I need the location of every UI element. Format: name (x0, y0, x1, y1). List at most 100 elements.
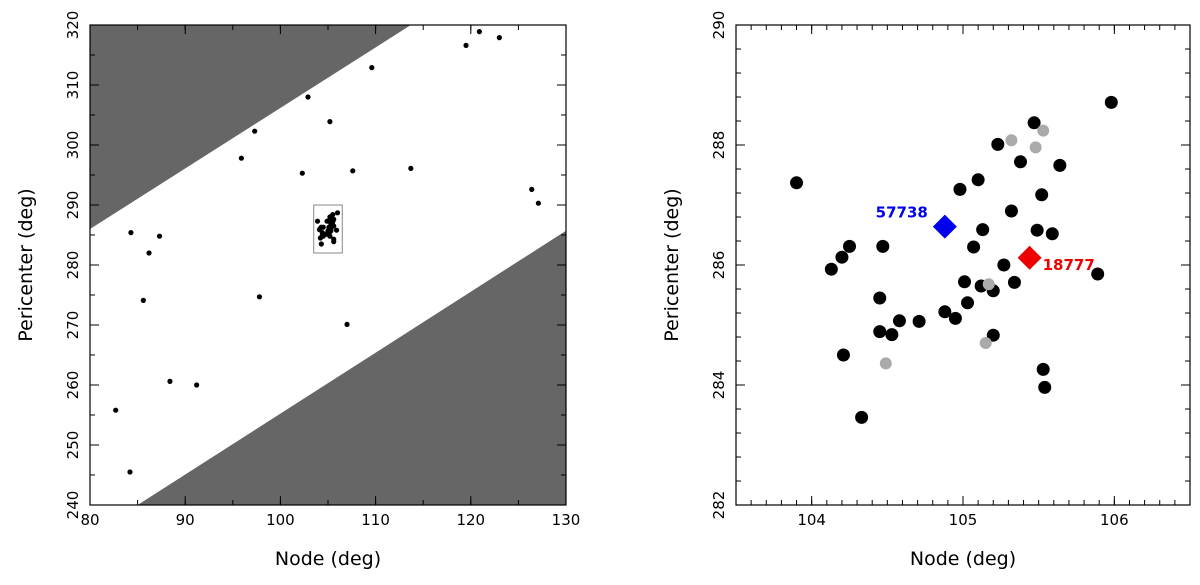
y-tick-label: 290 (64, 191, 82, 220)
data-point (317, 235, 323, 241)
y-tick-label: 300 (64, 131, 82, 160)
data-point (873, 325, 887, 339)
data-point (1037, 124, 1050, 137)
data-point (1091, 267, 1105, 281)
data-point (885, 328, 899, 342)
data-point (1053, 158, 1067, 172)
annotation-label-57738: 57738 (876, 204, 928, 222)
y-tick-label: 270 (64, 311, 82, 340)
data-point (958, 275, 972, 289)
plot-area (736, 25, 1190, 505)
data-point (318, 241, 324, 247)
data-point (327, 233, 333, 239)
x-tick-label: 80 (80, 511, 99, 529)
data-point (835, 250, 849, 264)
y-tick-label: 250 (64, 431, 82, 460)
data-point (982, 278, 995, 291)
x-axis-title: Node (deg) (275, 548, 381, 570)
data-point (535, 200, 541, 206)
data-point (876, 239, 890, 253)
data-point (843, 239, 856, 253)
data-point (305, 94, 311, 100)
data-point (331, 239, 337, 245)
data-point (463, 42, 469, 49)
data-point (333, 227, 340, 233)
y-tick-label: 320 (64, 11, 82, 40)
data-point (194, 382, 200, 388)
data-point (1036, 362, 1050, 376)
y-tick-label: 286 (710, 251, 728, 280)
data-point (320, 224, 326, 230)
highlight-diamond-18777 (1017, 245, 1042, 270)
y-tick-label: 290 (710, 11, 728, 40)
data-point (299, 170, 305, 176)
data-point (476, 29, 482, 35)
data-point (331, 216, 337, 222)
x-tick-label: 120 (456, 511, 485, 529)
data-point (314, 218, 321, 224)
y-tick-label: 288 (710, 131, 728, 160)
data-point (1038, 380, 1052, 394)
shaded-region-upper-excluded (90, 25, 411, 229)
plot-area (90, 25, 566, 505)
data-point (252, 128, 258, 134)
data-point (824, 262, 838, 276)
data-point (1035, 188, 1049, 202)
data-point (855, 410, 869, 424)
x-tick-label: 110 (361, 511, 390, 529)
data-point (331, 223, 337, 229)
right-panel: 57738 18777 104 105 106 282 284 286 288 290 Node (… (661, 11, 1191, 570)
data-point (836, 348, 850, 362)
data-point (912, 314, 926, 328)
plot-background (736, 25, 1190, 505)
data-point (238, 155, 244, 161)
data-point (961, 296, 975, 310)
y-tick-label: 280 (64, 251, 82, 280)
data-point (1007, 275, 1021, 289)
data-point (1014, 155, 1028, 169)
x-axis-title: Node (deg) (910, 548, 1016, 570)
data-point (979, 337, 992, 349)
y-tick-label: 282 (710, 491, 728, 520)
zoom-inset-box (313, 204, 343, 254)
data-point (369, 65, 375, 71)
data-point (146, 250, 152, 256)
data-point (350, 168, 356, 174)
data-point (408, 165, 414, 171)
x-tick-label: 130 (552, 511, 581, 529)
data-point (953, 182, 967, 196)
data-point (976, 223, 990, 237)
data-point (1045, 227, 1059, 241)
shaded-region-lower-excluded (137, 230, 566, 505)
data-point (496, 35, 502, 41)
data-point (971, 173, 985, 187)
annotation-label-18777: 18777 (1043, 256, 1095, 274)
data-point (324, 218, 330, 224)
data-point (986, 328, 1000, 342)
data-point (327, 119, 333, 125)
y-tick-label: 284 (710, 371, 728, 400)
data-point (873, 291, 887, 305)
x-tick-label: 105 (949, 511, 978, 529)
data-point (330, 212, 336, 218)
data-point (1030, 223, 1044, 237)
y-tick-label: 260 (64, 371, 82, 400)
data-point (1029, 141, 1042, 154)
data-point (1005, 134, 1018, 147)
data-point (140, 297, 146, 303)
data-point (892, 314, 906, 328)
data-point (967, 240, 981, 254)
data-point (1004, 204, 1018, 218)
data-point (991, 137, 1005, 151)
data-point (1027, 116, 1041, 130)
data-point (127, 469, 133, 475)
data-point (113, 407, 119, 413)
left-panel: 80 90 100 110 120 130 240 250 260 270 280 290 300 310… (15, 11, 580, 570)
x-tick-label: 104 (797, 511, 826, 529)
data-point (156, 233, 163, 239)
data-point (948, 311, 962, 325)
data-point (997, 258, 1011, 272)
y-axis-title: Pericenter (deg) (661, 188, 683, 341)
